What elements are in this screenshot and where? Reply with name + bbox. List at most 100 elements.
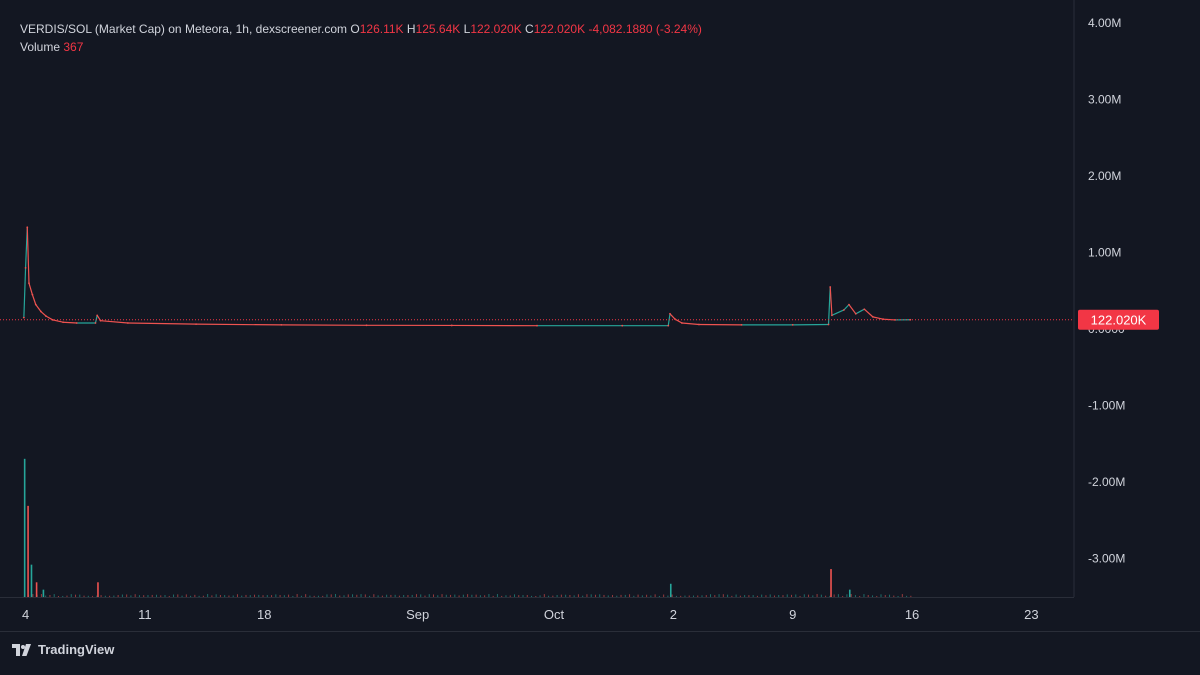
volume-bar [830, 569, 832, 597]
price-segment [24, 268, 26, 318]
volume-bar [301, 596, 302, 597]
volume-bar [233, 595, 234, 597]
volume-bar [616, 596, 617, 597]
volume-bar [744, 595, 745, 597]
volume-bar [305, 594, 306, 597]
volume-bar [774, 595, 775, 597]
volume-bar [156, 595, 157, 597]
volume-bar [595, 595, 596, 597]
y-tick-label: 1.00M [1088, 246, 1121, 260]
volume-bar [727, 595, 728, 597]
volume-bar [182, 596, 183, 597]
volume-bar [672, 595, 673, 597]
volume-bar [846, 594, 847, 597]
volume-bar [795, 594, 796, 597]
volume-bar [535, 596, 536, 597]
price-point [62, 321, 64, 323]
volume-bar [378, 595, 379, 597]
volume-bar [638, 595, 639, 597]
volume-bar [135, 594, 136, 597]
price-point [28, 282, 30, 284]
volume-bar [540, 595, 541, 597]
volume-bar [791, 595, 792, 597]
volume-bar [109, 596, 110, 597]
low-value: 122.020K [470, 22, 521, 36]
volume-bar [719, 594, 720, 597]
volume-bar [442, 594, 443, 597]
volume-bar [31, 565, 33, 597]
volume-bar [514, 594, 515, 597]
volume-bar [130, 595, 131, 597]
volume-bar [314, 596, 315, 597]
volume-bar [910, 596, 911, 597]
price-segment [101, 321, 128, 323]
volume-bar [122, 595, 123, 597]
volume-bar [876, 596, 877, 597]
volume-bar [216, 594, 217, 597]
volume-bar [271, 595, 272, 597]
price-point [26, 226, 28, 228]
volume-bar [893, 596, 894, 597]
volume-bar [527, 595, 528, 597]
volume-bar [254, 595, 255, 597]
price-point [741, 324, 743, 326]
volume-bar [284, 595, 285, 597]
volume-bar [578, 594, 579, 597]
volume-bar [241, 596, 242, 597]
volume-bar [505, 595, 506, 597]
volume-bar [629, 594, 630, 597]
volume-bar [297, 594, 298, 597]
volume-bar [45, 596, 46, 597]
volume-bar [633, 596, 634, 597]
volume-bar [670, 584, 672, 597]
symbol-title[interactable]: VERDIS/SOL (Market Cap) on Meteora, 1h, … [20, 22, 347, 36]
volume-bar [689, 596, 690, 597]
volume-bar [812, 595, 813, 597]
volume-bar [309, 596, 310, 597]
volume-bar [855, 595, 856, 597]
volume-bar [32, 594, 33, 597]
volume-bar [207, 594, 208, 597]
high-label: H [407, 22, 416, 36]
volume-bar [800, 596, 801, 597]
volume-bar [348, 594, 349, 597]
volume-bar [416, 594, 417, 597]
volume-bar [292, 596, 293, 597]
volume-bar [433, 594, 434, 597]
volume-bar [36, 582, 38, 597]
volume-bar [326, 594, 327, 597]
volume-bar [569, 595, 570, 597]
volume-bar [143, 595, 144, 597]
volume-bar [335, 594, 336, 597]
volume-bar [582, 596, 583, 597]
volume-bar [62, 596, 63, 597]
volume-label[interactable]: Volume [20, 40, 60, 54]
tradingview-footer[interactable]: TradingView [12, 642, 114, 657]
price-point [855, 313, 857, 315]
volume-bar [412, 595, 413, 597]
price-point [669, 313, 671, 315]
volume-bar [467, 594, 468, 597]
volume-bar [352, 594, 353, 597]
volume-bar [160, 595, 161, 597]
volume-bar [834, 594, 835, 597]
x-tick-label: 18 [257, 607, 271, 622]
price-point [451, 325, 453, 327]
volume-bar [599, 594, 600, 597]
volume-bar [531, 596, 532, 597]
volume-bar [885, 595, 886, 597]
volume-bar [552, 596, 553, 597]
volume-bar [177, 594, 178, 597]
volume-bar [407, 595, 408, 597]
volume-bar [655, 594, 656, 597]
price-point [621, 325, 623, 327]
price-point [35, 304, 37, 306]
volume-bar [267, 595, 268, 597]
volume-bar [152, 595, 153, 597]
price-point [280, 324, 282, 326]
volume-bar [684, 596, 685, 597]
volume-bar [488, 594, 489, 597]
volume-bar [898, 596, 899, 597]
price-segment [97, 315, 100, 320]
